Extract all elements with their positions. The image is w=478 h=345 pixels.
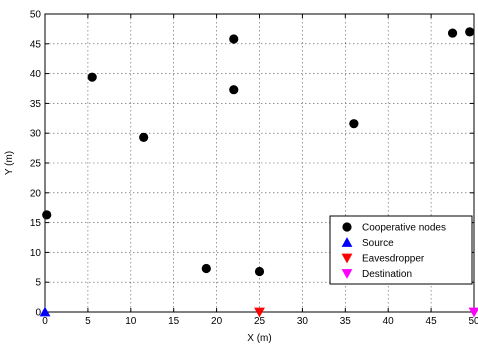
source-point xyxy=(39,306,51,317)
x-tick-label: 50 xyxy=(468,316,478,327)
legend-destination-marker xyxy=(341,269,353,279)
y-tick-label: 15 xyxy=(30,218,42,229)
cooperative-nodes-point xyxy=(447,28,458,38)
x-tick-label: 40 xyxy=(383,316,395,327)
legend-cooperative-nodes-marker xyxy=(342,222,352,232)
x-tick-label: 30 xyxy=(297,316,309,327)
y-tick-label: 50 xyxy=(30,10,42,21)
legend-box xyxy=(329,215,473,285)
x-tick-label: 15 xyxy=(168,316,180,327)
cooperative-nodes-point xyxy=(465,27,475,37)
x-tick-label: 5 xyxy=(85,316,91,327)
y-tick-label: 40 xyxy=(30,69,42,80)
data-points xyxy=(39,27,478,318)
cooperative-nodes-point xyxy=(201,263,211,274)
cooperative-nodes-point xyxy=(229,34,239,44)
legend-cooperative-nodes-label: Cooperative nodes xyxy=(362,223,446,234)
eavesdropper-point xyxy=(254,307,265,318)
destination-point xyxy=(468,307,478,318)
legend-source-label: Source xyxy=(362,238,394,249)
x-tick-label: 25 xyxy=(254,316,266,327)
cooperative-nodes-point xyxy=(42,210,52,220)
y-tick-label: 5 xyxy=(35,278,41,289)
cooperative-nodes-point xyxy=(139,132,149,142)
cooperative-nodes-point xyxy=(229,85,239,95)
y-tick-label: 0 xyxy=(35,308,41,319)
cooperative-nodes-point xyxy=(254,266,265,277)
x-tick-label: 10 xyxy=(125,316,137,327)
x-tick-label: 35 xyxy=(340,316,352,327)
x-axis-title: X (m) xyxy=(247,333,271,344)
legend: Cooperative nodes Source Eavesdropper Desti… xyxy=(329,215,473,285)
y-tick-label: 10 xyxy=(30,248,42,259)
legend-destination-label: Destination xyxy=(362,269,412,280)
cooperative-nodes-point xyxy=(349,119,359,129)
x-tick-label: 20 xyxy=(211,316,223,327)
legend-eavesdropper-marker xyxy=(341,253,353,264)
x-tick-label: 45 xyxy=(426,316,438,327)
cooperative-nodes-point xyxy=(87,72,97,82)
legend-source-marker xyxy=(341,237,353,247)
y-tick-label: 30 xyxy=(30,129,42,140)
x-tick-label: 0 xyxy=(42,316,48,327)
y-axis-title: Y (m) xyxy=(4,151,15,175)
y-tick-label: 25 xyxy=(30,159,42,170)
y-tick-label: 20 xyxy=(30,188,42,199)
y-tick-label: 45 xyxy=(30,39,42,50)
legend-eavesdropper-label: Eavesdropper xyxy=(362,254,425,265)
y-tick-label: 35 xyxy=(30,99,42,110)
